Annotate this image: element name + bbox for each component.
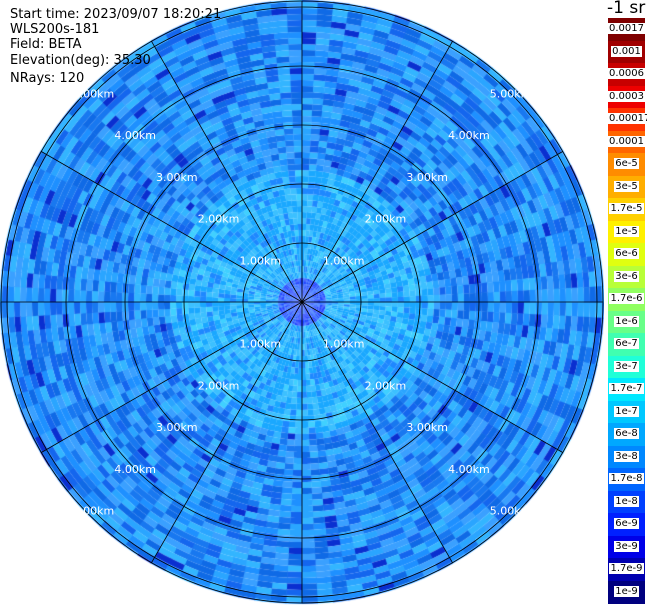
elevation-label: Elevation(deg): 35.30 — [10, 53, 151, 68]
colorbar-tick-label: 1.7e-9 — [609, 563, 644, 575]
range-label-5km-1: 5.00km — [490, 87, 532, 100]
azimuth-spoke-7 — [41, 151, 303, 303]
colorbar-tick-label: 6e-6 — [614, 248, 639, 260]
colorbar-tick-label: 3e-8 — [614, 450, 639, 462]
nrays-label: NRays: 120 — [10, 71, 85, 86]
colorbar-tick-label: 1e-5 — [614, 225, 639, 237]
colorbar-tick-label: 1e-9 — [614, 585, 639, 597]
range-label-3km-1: 3.00km — [406, 171, 448, 184]
range-label-2km-1: 2.00km — [365, 213, 407, 226]
scan-info-panel: Start time: 2023/09/07 18:20:21 WLS200s-… — [0, 0, 260, 110]
colorbar-tick-label: 1e-6 — [614, 315, 639, 327]
colorbar-tick-label: 6e-7 — [614, 338, 639, 350]
colorbar-tick-label: 3e-5 — [614, 180, 639, 192]
azimuth-spoke-4 — [151, 301, 303, 563]
range-label-5km-2: 5.00km — [73, 505, 115, 518]
colorbar-unit-title: -1 sr — [607, 0, 646, 18]
colorbar-tick-label: 6e-9 — [614, 518, 639, 530]
colorbar-tick-label: 0.001 — [611, 45, 642, 57]
colorbar-tick-label: 1e-8 — [614, 495, 639, 507]
colorbar-tick-label: 0.0001 — [608, 135, 645, 147]
colorbar-tick-label: 1.7e-6 — [609, 293, 644, 305]
colorbar-tick-label: 3e-6 — [614, 270, 639, 282]
colorbar-tick-label: 1e-7 — [614, 405, 639, 417]
start-time-label: Start time: 2023/09/07 18:20:21 — [10, 7, 222, 22]
range-label-1km-3: 1.00km — [323, 338, 365, 351]
azimuth-spoke-8 — [151, 41, 303, 303]
azimuth-spoke-10 — [301, 41, 453, 303]
colorbar-tick-label: 1.7e-5 — [609, 203, 644, 215]
range-label-4km-2: 4.00km — [114, 463, 156, 476]
azimuth-spoke-1 — [301, 301, 563, 453]
colorbar-tick-label: 6e-8 — [614, 428, 639, 440]
colorbar-tick-label: 0.0006 — [608, 68, 645, 80]
colorbar-tick-label: 0.0003 — [608, 90, 645, 102]
colorbar-tick-label: 6e-5 — [614, 158, 639, 170]
colorbar-tick-label: 1.7e-7 — [609, 383, 644, 395]
instrument-label: WLS200s-181 — [10, 22, 100, 37]
azimuth-spoke-11 — [301, 151, 563, 303]
range-label-3km-0: 3.00km — [156, 171, 198, 184]
range-label-4km-0: 4.00km — [114, 129, 156, 142]
range-label-1km-0: 1.00km — [239, 254, 281, 267]
range-label-5km-3: 5.00km — [490, 505, 532, 518]
colorbar-tick-label: 0.0017 — [608, 23, 645, 35]
range-label-1km-2: 1.00km — [239, 338, 281, 351]
range-label-2km-2: 2.00km — [198, 379, 240, 392]
range-label-2km-3: 2.00km — [365, 379, 407, 392]
range-label-4km-1: 4.00km — [448, 129, 490, 142]
field-label: Field: BETA — [10, 37, 82, 52]
colorbar-tick-label: 3e-9 — [614, 540, 639, 552]
colorbar-tick-label: 3e-7 — [614, 360, 639, 372]
range-label-5km-0: 5.00km — [73, 87, 115, 100]
range-label-3km-2: 3.00km — [156, 421, 198, 434]
range-label-3km-3: 3.00km — [406, 421, 448, 434]
azimuth-spoke-5 — [41, 301, 303, 453]
colorbar-tick-label: 0.00017 — [608, 113, 647, 125]
range-label-2km-0: 2.00km — [198, 213, 240, 226]
range-label-4km-3: 4.00km — [448, 463, 490, 476]
ppi-overlay: 1.00km 1.00km 1.00km 1.00km 2.00km 2.00km 2.00… — [0, 0, 604, 604]
azimuth-spoke-2 — [301, 301, 453, 563]
range-label-1km-1: 1.00km — [323, 254, 365, 267]
colorbar-tick-label: 1.7e-8 — [609, 473, 644, 485]
